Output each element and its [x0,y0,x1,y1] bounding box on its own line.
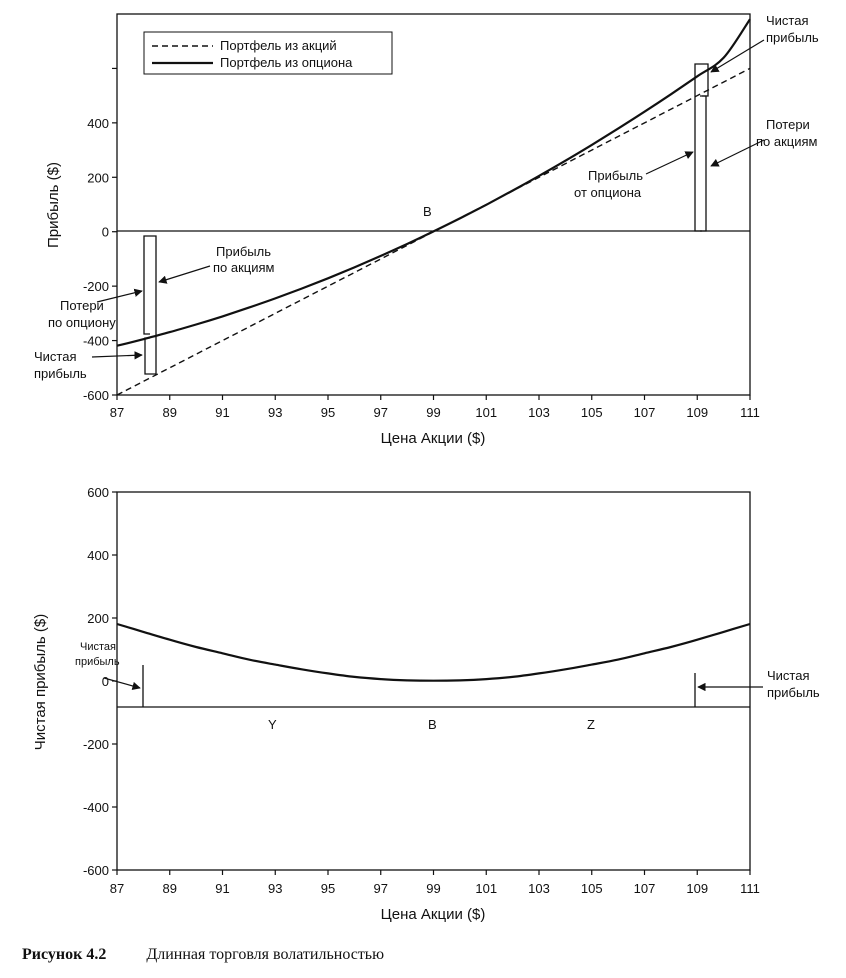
top-x-tick-label: 99 [426,405,440,420]
right-net-profit-label-2: прибыль [766,30,819,45]
left-net-profit-label-2: прибыль [34,366,87,381]
bottom-right-net-label-2: прибыль [767,685,820,700]
bottom-right-net-label-1: Чистая [767,668,810,683]
bottom-left-net-label-1: Чистая [80,641,116,653]
top-x-axis-label: Цена Акции ($) [381,430,486,447]
top-x-tick-label: 101 [475,405,497,420]
left-net-profit-arrow [91,351,143,360]
right-stock-loss-label-1: Потери [766,117,810,132]
bottom-y-tick-label: -600 [83,863,109,878]
bottom-left-net-arrow [103,677,141,691]
top-y-tick-label: 0 [102,225,109,240]
bottom-x-tick-label: 105 [581,881,603,896]
top-x-tick-label: 95 [321,405,335,420]
legend-stock-label: Портфель из акций [220,38,337,53]
bottom-x-axis-label: Цена Акции ($) [381,906,486,923]
top-x-tick-label: 111 [740,405,760,420]
legend-option-label: Портфель из опциона [220,55,353,70]
right-brackets [694,63,709,232]
bottom-chart: -600 -400 -200 0 200 400 600 87 89 91 93 95 97 99 101… [32,485,820,923]
top-x-tick-label: 91 [215,405,229,420]
top-x-tick-label: 97 [374,405,388,420]
left-brackets [143,235,157,375]
bottom-point-z-label: Z [587,717,595,732]
bottom-y-ticks: -600 -400 -200 0 200 400 600 [83,485,117,878]
net-profit-line [116,622,751,682]
left-stock-profit-label-1: Прибыль [216,244,271,259]
top-x-tick-label: 109 [686,405,708,420]
figure: -600 -400 -200 0 200 400 87 89 91 93 95 97 99 101 103… [32,13,820,923]
right-stock-loss-label-2: по акциям [756,134,818,149]
top-y-tick-label: 200 [87,170,109,185]
bottom-x-tick-label: 111 [740,881,760,896]
stock-portfolio-line [116,67,751,396]
right-option-profit-label-2: от опциона [574,185,642,200]
bottom-x-tick-label: 95 [321,881,335,896]
legend-box [143,31,393,75]
top-x-tick-label: 107 [634,405,656,420]
bottom-x-tick-label: 97 [374,881,388,896]
bracket-net-profit-right [700,95,707,232]
bracket-option-loss-left [150,235,157,375]
bottom-point-y-label: Y [268,717,277,732]
bottom-x-tick-label: 91 [215,881,229,896]
left-option-loss-arrow [96,288,143,303]
bottom-y-tick-label: -400 [83,800,109,815]
top-x-tick-label: 105 [581,405,603,420]
bottom-x-tick-label: 107 [634,881,656,896]
top-x-tick-label: 93 [268,405,282,420]
bottom-y-tick-label: 0 [102,674,109,689]
right-net-profit-label-1: Чистая [766,13,809,28]
top-y-tick-label: 400 [87,116,109,131]
bottom-y-tick-label: 400 [87,548,109,563]
bottom-point-b-label: B [428,717,437,732]
bottom-x-tick-label: 87 [110,881,124,896]
right-stock-loss-arrow [710,139,765,167]
bracket-net-profit-left [144,337,150,375]
left-option-loss-label-1: Потери [60,298,104,313]
bracket-option-profit-right [694,63,702,232]
top-y-tick-label: -400 [83,334,109,349]
bottom-x-tick-label: 109 [686,881,708,896]
bottom-x-ticks: 87 89 91 93 95 97 99 101 103 105 107 109 111 [110,870,760,896]
figure-caption: Рисунок 4.2 Длинная торговля волатильнос… [22,946,384,964]
bottom-x-tick-label: 101 [475,881,497,896]
top-y-tick-label: -600 [83,388,109,403]
top-chart: -600 -400 -200 0 200 400 87 89 91 93 95 97 99 101 103… [34,13,819,447]
left-option-loss-label-2: по опциону [48,315,116,330]
top-x-tick-label: 89 [163,405,177,420]
top-point-b-label: B [423,204,432,219]
top-x-tick-label: 87 [110,405,124,420]
left-net-profit-label-1: Чистая [34,349,77,364]
top-y-ticks: -600 -400 -200 0 200 400 [83,67,117,403]
bottom-x-tick-label: 93 [268,881,282,896]
left-stock-profit-label-2: по акциям [213,260,275,275]
bottom-x-tick-label: 99 [426,881,440,896]
top-x-ticks: 87 89 91 93 95 97 99 101 103 105 107 109 111 [110,395,760,420]
right-option-profit-arrow [645,151,694,175]
right-net-profit-arrow [710,39,765,73]
top-x-tick-label: 103 [528,405,550,420]
option-portfolio-line [116,18,751,347]
top-y-axis-label: Прибыль ($) [45,162,62,248]
bottom-x-tick-label: 89 [163,881,177,896]
bottom-y-tick-label: -200 [83,737,109,752]
bottom-y-axis-label: Чистая прибыль ($) [32,614,49,751]
bottom-left-net-label-2: прибыль [75,656,120,668]
left-stock-profit-arrow [158,265,211,284]
bracket-stock-profit-left [143,235,150,335]
figure-number: Рисунок 4.2 [22,946,107,963]
legend: Портфель из акций Портфель из опциона [143,31,393,75]
bottom-x-tick-label: 103 [528,881,550,896]
bottom-y-tick-label: 200 [87,611,109,626]
top-y-tick-label: -200 [83,279,109,294]
bottom-y-tick-label: 600 [87,485,109,500]
right-option-profit-label-1: Прибыль [588,168,643,183]
figure-caption-text: Длинная торговля волатильностью [146,946,385,963]
